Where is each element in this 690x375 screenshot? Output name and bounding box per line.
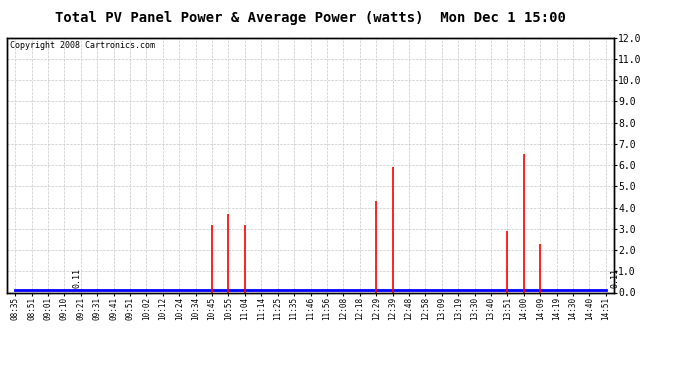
Text: Total PV Panel Power & Average Power (watts)  Mon Dec 1 15:00: Total PV Panel Power & Average Power (wa… xyxy=(55,11,566,25)
Text: 0.11: 0.11 xyxy=(611,268,620,288)
Text: 0.11: 0.11 xyxy=(72,268,81,288)
Text: Copyright 2008 Cartronics.com: Copyright 2008 Cartronics.com xyxy=(10,41,155,50)
